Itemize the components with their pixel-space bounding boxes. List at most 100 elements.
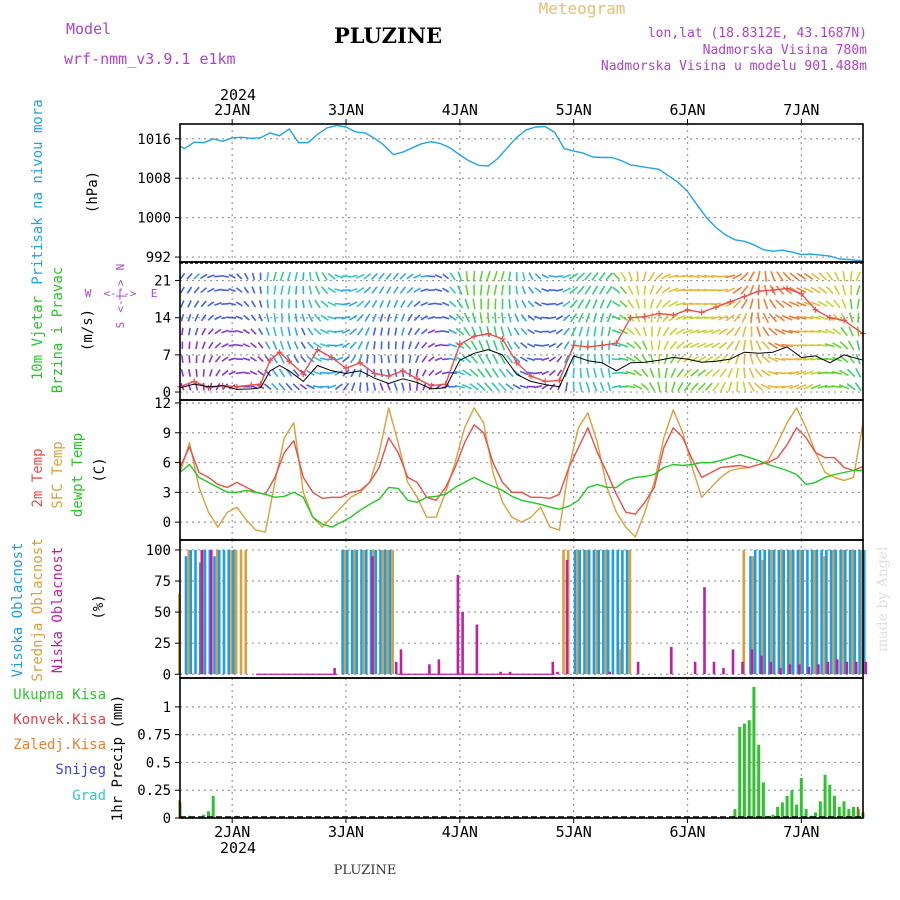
wind-vector [657,367,661,378]
wind-vector [675,314,686,321]
wind-speed-line [179,346,864,390]
wind-vector [320,328,330,335]
cloud-high-bar [341,549,344,675]
cloud-high-bar [791,549,795,675]
wind-vector [563,354,570,364]
wind-vector [584,299,591,309]
cloud-low-bar [807,666,811,675]
wind-vector [235,287,243,293]
wind-vector [407,327,413,336]
wind-vector [555,288,564,292]
grid-layer [180,124,863,819]
wind-vector [742,381,747,393]
precip-frz-bar [856,806,859,818]
wind-vector [214,342,222,349]
wind-vector [280,285,284,295]
precip-total-bar [833,795,836,818]
wind-vector [718,314,728,321]
wind-vector [605,272,613,281]
wind-vector [661,299,671,308]
pressure-panel-frame [179,123,864,263]
wind-vector [662,326,670,337]
wind-vector [592,299,598,309]
wind-vector [406,286,414,294]
wind-vector [576,285,585,295]
cloud-low-bar [499,671,502,675]
cloud-mid-bar [386,549,390,675]
wind-vector [202,355,206,363]
wind-gust-point [233,383,240,390]
wind-gust-point [248,382,255,389]
wind-vector [735,353,740,365]
compass-w: W [85,287,92,300]
wind-vector [513,341,521,350]
wind-gust-point [684,306,691,313]
cloud-high-bar [772,549,776,675]
wind-vector [434,343,443,348]
day-label-top: 4JAN [442,101,478,119]
day-label-top: 5JAN [556,101,592,119]
wind-vector [187,382,192,391]
cloud-low-bar [845,661,849,675]
wind-vector [364,327,370,336]
cloud-low-bar [475,624,479,675]
wind-vector [242,343,251,348]
cloud-mid-bar [244,549,247,675]
wind-vector [427,275,436,278]
wind-vector [180,369,185,377]
cloud-high-bar [578,549,581,675]
wind-vector [187,300,192,308]
wind-vector [732,273,743,280]
wind-vector [386,299,391,308]
wind-vector [847,340,855,351]
wind-vector [719,381,727,392]
wind-vector [477,368,486,378]
wind-vector [434,288,443,292]
wind-vector [556,355,563,363]
wind-vector [194,313,199,322]
wind-vector [280,313,284,323]
wind-gust-point [727,298,734,305]
wind-vector [650,340,654,351]
wind-vector [761,354,771,364]
wind-vector [725,287,736,293]
cloud-high-bar [606,549,610,675]
wind-vector [755,340,762,351]
model-name: wrf-nmm_v3.9.1 e1km [64,50,236,68]
wind-vector [599,381,605,392]
wind-vector [500,326,505,337]
wind-vector [386,313,391,322]
wind-vector [228,316,236,319]
wind-vector [207,314,215,321]
wind-vector [214,315,222,321]
wind-vector [803,272,814,280]
precip-total-bar [818,801,822,818]
wind-vector [327,272,336,280]
wind-vector [499,354,506,365]
wind-vector [775,299,785,309]
cloud-low-bar [551,661,555,675]
wind-vector [611,329,621,334]
wind-vector [308,299,313,309]
wind-vector [380,355,383,364]
wind-vector [717,288,729,292]
wind-vector [668,327,678,336]
cloud-high-bar [217,549,221,675]
wind-vector [611,384,621,389]
wind-vector [663,340,670,351]
wind-vector [194,327,199,336]
cloud-mid-bar [742,549,745,675]
wind-vector [718,328,728,335]
wind-vector [578,326,584,337]
wind-vector [349,328,358,336]
wind-vector [462,369,472,377]
wind-vector [769,299,777,309]
cloud-low-bar [741,661,744,675]
wind-vector [519,356,528,362]
wind-vector [788,384,800,390]
wind-vector [592,381,598,392]
wind-vector [748,284,755,296]
pressure-axis-tick-label: 1016 [137,132,171,148]
wind-vector [498,382,507,392]
precip-total-bar [842,801,846,818]
